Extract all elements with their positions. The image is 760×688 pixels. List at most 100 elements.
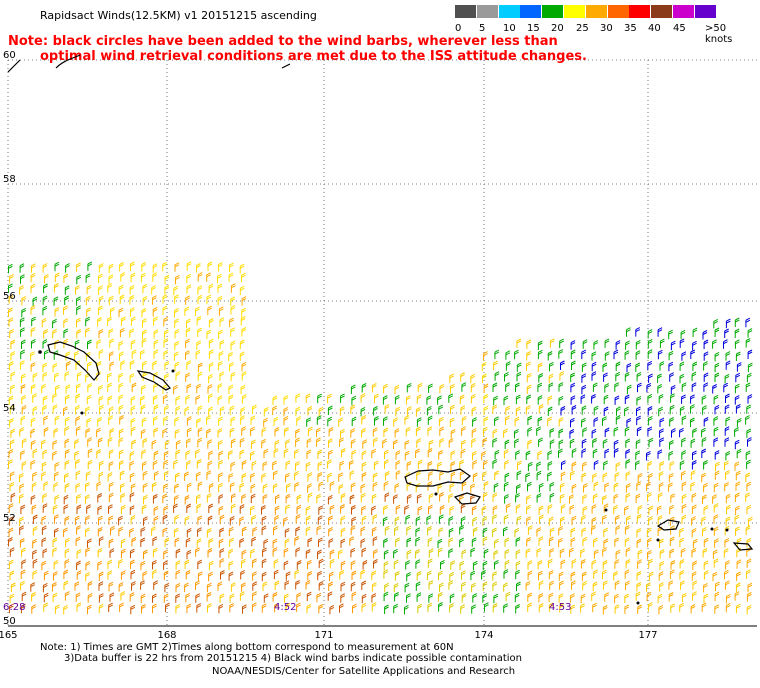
wind-barb — [217, 295, 223, 306]
wind-barb — [503, 603, 508, 613]
wind-barb — [571, 461, 577, 471]
wind-barb — [164, 274, 170, 285]
wind-barb — [219, 514, 225, 525]
wind-barb — [681, 415, 687, 425]
wind-barb — [196, 316, 202, 326]
wind-barb — [196, 418, 201, 428]
wind-barb — [54, 494, 60, 505]
wind-barb — [174, 416, 180, 427]
wind-barb — [240, 384, 246, 395]
wind-barb — [218, 329, 223, 340]
wind-barb — [714, 604, 720, 614]
wind-barb — [130, 426, 136, 436]
wind-barb — [305, 549, 311, 559]
wind-barb — [307, 406, 313, 416]
wind-barb — [690, 604, 696, 614]
wind-barb — [173, 384, 178, 395]
wind-barb — [19, 483, 25, 493]
wind-barb — [625, 580, 630, 591]
wind-barb — [252, 526, 258, 537]
wind-barb — [294, 569, 300, 579]
wind-barb — [538, 580, 544, 590]
wind-barb — [604, 383, 610, 393]
wind-barb — [459, 459, 464, 469]
wind-barb — [591, 525, 596, 535]
wind-barb — [394, 384, 400, 395]
wind-barb — [747, 582, 753, 593]
wind-barb — [228, 272, 234, 282]
wind-barb — [296, 416, 301, 426]
wind-barb — [526, 494, 531, 505]
wind-barb — [613, 504, 618, 515]
wind-barb — [361, 505, 366, 515]
wind-barb — [274, 439, 280, 450]
wind-barb — [494, 470, 499, 480]
wind-barb — [351, 449, 357, 460]
wind-barb — [692, 560, 698, 570]
wind-barb — [548, 569, 554, 580]
wind-barb — [184, 471, 189, 481]
wind-barb — [548, 382, 554, 392]
wind-barb — [241, 426, 246, 436]
wind-barb — [140, 395, 145, 405]
wind-barb — [647, 406, 653, 416]
wind-barb — [239, 538, 245, 548]
wind-barb — [208, 318, 214, 328]
wind-barb — [714, 362, 720, 373]
wind-barb — [87, 339, 92, 349]
wind-barb — [218, 306, 224, 316]
wind-barb — [703, 560, 709, 570]
wind-barb — [97, 437, 103, 447]
wind-barb — [76, 493, 81, 504]
wind-barb — [647, 549, 652, 560]
wind-barb — [724, 373, 730, 384]
wind-barb — [483, 416, 489, 426]
wind-barb — [64, 285, 70, 295]
wind-barb — [164, 439, 170, 450]
wind-barb — [593, 537, 598, 547]
wind-barb — [274, 602, 279, 613]
wind-barb — [120, 591, 126, 601]
wind-barb — [76, 329, 82, 339]
wind-barb — [383, 591, 389, 602]
wind-barb — [228, 560, 234, 571]
wind-barb — [186, 360, 192, 370]
legend-swatch — [520, 5, 542, 18]
wind-barb — [461, 581, 466, 592]
wind-barb — [208, 538, 214, 548]
wind-barb — [548, 373, 554, 384]
wind-barb — [162, 527, 168, 537]
wind-barb — [153, 415, 158, 426]
wind-barb — [285, 439, 290, 449]
wind-barb — [591, 394, 596, 404]
wind-barb — [74, 450, 79, 461]
wind-barb — [415, 536, 421, 547]
wind-barb — [44, 273, 49, 284]
wind-barb — [327, 405, 333, 415]
wind-barb — [384, 604, 389, 614]
wind-barb — [472, 593, 478, 603]
wind-barb — [558, 525, 563, 536]
wind-barb — [450, 461, 456, 471]
wind-barb — [153, 515, 159, 526]
wind-barb — [382, 395, 388, 405]
wind-barb — [75, 393, 81, 403]
wind-barb — [261, 571, 267, 582]
wind-barb — [559, 580, 564, 590]
wind-barb — [85, 273, 91, 283]
wind-barb — [118, 515, 123, 526]
legend-swatch — [629, 5, 651, 18]
wind-barb — [261, 427, 267, 437]
wind-barb — [570, 395, 576, 405]
wind-barb — [328, 449, 333, 460]
wind-barb — [461, 415, 467, 426]
wind-barb — [657, 505, 662, 515]
wind-barb — [208, 393, 213, 403]
wind-barb — [141, 384, 146, 395]
legend-label: 30 — [600, 23, 613, 34]
wind-barb — [119, 460, 124, 470]
wind-barb — [184, 495, 190, 505]
wind-barb — [63, 580, 69, 590]
wind-barb — [591, 351, 597, 361]
wind-barb — [152, 295, 157, 305]
